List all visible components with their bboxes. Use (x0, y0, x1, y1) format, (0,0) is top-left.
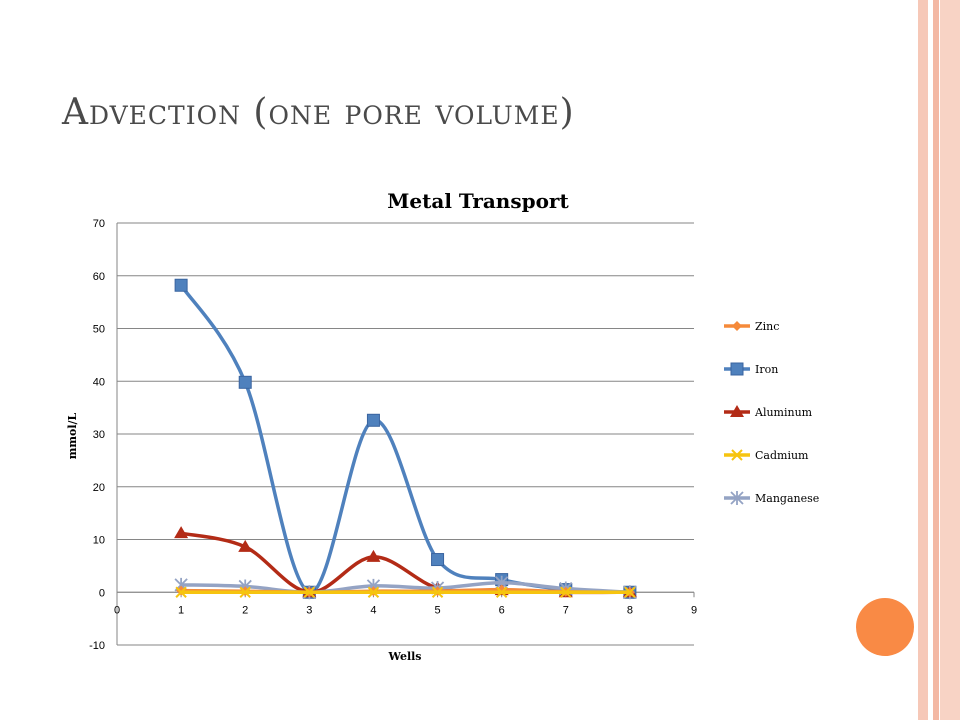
x-tick-label: 2 (242, 604, 248, 616)
legend-item-zinc: Zinc (724, 320, 779, 333)
legend-label-iron: Iron (755, 363, 778, 376)
series-group (174, 278, 637, 600)
legend-item-aluminum: Aluminum (724, 405, 813, 419)
cadmium-point (367, 586, 380, 598)
y-tick-label: 20 (93, 482, 105, 494)
x-tick-label: 9 (691, 604, 697, 616)
y-tick-label: -10 (89, 640, 105, 652)
y-tick-label: 40 (93, 376, 105, 388)
legend-label-aluminum: Aluminum (754, 406, 813, 419)
iron-point (238, 375, 252, 389)
decorative-circle (856, 598, 914, 656)
x-tick-label: 0 (114, 604, 120, 616)
legend-marker-zinc (732, 321, 742, 331)
x-tick-label: 5 (434, 604, 440, 616)
cadmium-point (175, 586, 187, 598)
y-axis-label: mmol/L (66, 412, 79, 459)
decorative-band (918, 0, 928, 720)
series-cadmium (175, 586, 636, 598)
iron-point (174, 278, 188, 292)
iron-point (366, 413, 380, 427)
cadmium-point (239, 586, 251, 598)
x-tick-label: 1 (178, 604, 184, 616)
cadmium-point (303, 586, 316, 598)
y-tick-label: 0 (99, 587, 105, 599)
chart-title: Metal Transport (387, 189, 569, 213)
aluminum-point (366, 549, 381, 562)
legend-label-zinc: Zinc (755, 320, 779, 333)
y-tick-label: 30 (93, 429, 105, 441)
slide-title: Advection (one pore volume) (62, 92, 575, 133)
legend-label-manganese: Manganese (755, 492, 819, 505)
y-tick-label: 10 (93, 535, 105, 547)
legend-marker-aluminum (730, 405, 744, 417)
iron-point (431, 553, 445, 567)
legend-marker-iron (730, 362, 744, 376)
legend-item-manganese: Manganese (724, 491, 819, 505)
cadmium-point (495, 586, 508, 598)
grid (117, 222, 694, 646)
legend-marker-cadmium (731, 449, 743, 461)
cadmium-point (624, 586, 636, 598)
cadmium-point (431, 586, 444, 598)
x-tick-label: 7 (563, 604, 569, 616)
x-axis-label: Wells (387, 650, 421, 663)
x-tick-label: 4 (370, 604, 376, 616)
legend: Zinc Iron Aluminum Cadmium Manganese (724, 320, 819, 505)
legend-item-iron: Iron (724, 362, 778, 376)
legend-item-cadmium: Cadmium (724, 449, 809, 462)
aluminum-point (238, 539, 253, 552)
decorative-band (940, 0, 960, 720)
legend-marker-manganese (730, 491, 744, 505)
legend-label-cadmium: Cadmium (755, 449, 809, 462)
y-tick-label: 50 (93, 324, 105, 336)
x-tick-label: 8 (627, 604, 633, 616)
decorative-band (933, 0, 939, 720)
manganese-line (181, 581, 630, 595)
y-tick-label: 60 (93, 271, 105, 283)
decorative-band (929, 0, 932, 720)
x-tick-label: 6 (499, 604, 505, 616)
cadmium-point (560, 586, 572, 598)
aluminum-point (174, 526, 189, 539)
y-tick-label: 70 (93, 218, 105, 230)
x-tick-label: 3 (306, 604, 312, 616)
